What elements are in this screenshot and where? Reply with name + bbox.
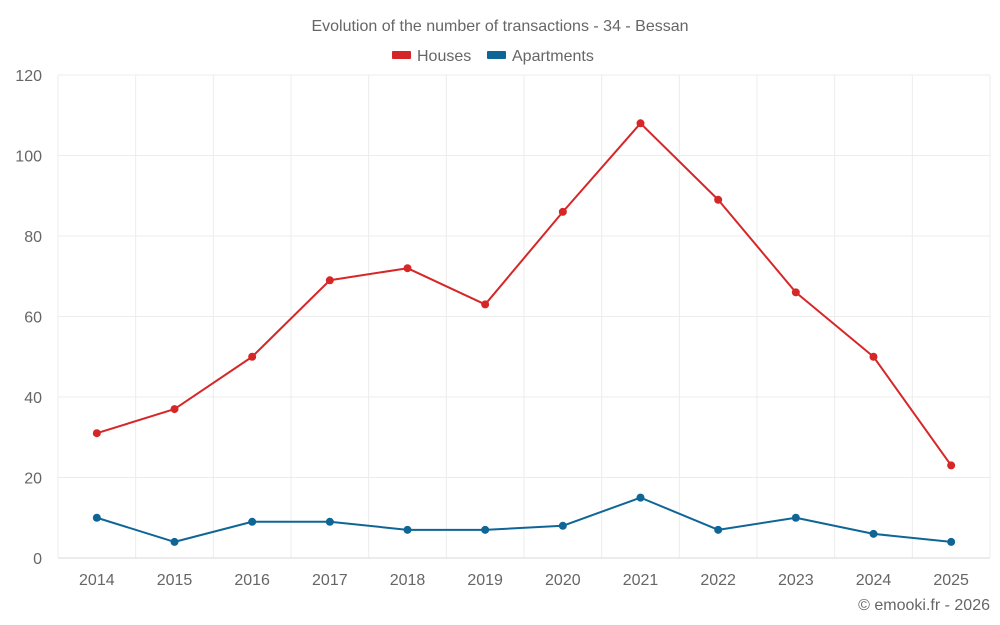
data-point-houses[interactable] [636, 119, 645, 128]
x-tick-label: 2020 [545, 572, 581, 589]
data-point-apartments[interactable] [791, 513, 800, 522]
data-point-houses[interactable] [403, 264, 412, 273]
legend-item-apartments[interactable]: Apartments [487, 48, 594, 65]
data-point-apartments[interactable] [92, 513, 101, 522]
data-point-apartments[interactable] [714, 525, 723, 534]
legend-item-houses[interactable]: Houses [392, 48, 471, 65]
y-tick-label: 100 [15, 149, 42, 166]
x-tick-label: 2016 [234, 572, 270, 589]
series-line-houses [96, 122, 952, 467]
chart-title: Evolution of the number of transactions … [311, 18, 688, 35]
y-tick-label: 80 [24, 229, 42, 246]
grid [57, 74, 991, 559]
credit-text: © emooki.fr - 2026 [858, 597, 990, 614]
data-point-apartments[interactable] [869, 529, 878, 538]
y-tick-label: 40 [24, 390, 42, 407]
series-line-apartments [96, 496, 952, 543]
data-point-houses[interactable] [248, 352, 257, 361]
data-point-apartments[interactable] [558, 521, 567, 530]
data-point-houses[interactable] [481, 300, 490, 309]
x-tick-label: 2025 [933, 572, 969, 589]
x-tick-label: 2024 [856, 572, 892, 589]
legend-label-apartments: Apartments [512, 48, 594, 65]
x-tick-label: 2019 [467, 572, 503, 589]
legend-swatch-houses [392, 51, 411, 59]
data-point-houses[interactable] [558, 207, 567, 216]
legend-swatch-apartments [487, 51, 506, 59]
legend: Houses Apartments [392, 48, 594, 65]
x-tick-label: 2018 [390, 572, 426, 589]
data-point-houses[interactable] [869, 352, 878, 361]
data-point-houses[interactable] [791, 288, 800, 297]
y-tick-label: 0 [33, 551, 42, 568]
x-tick-label: 2014 [79, 572, 115, 589]
data-point-apartments[interactable] [481, 525, 490, 534]
data-point-apartments[interactable] [170, 537, 179, 546]
data-point-apartments[interactable] [248, 517, 257, 526]
data-point-houses[interactable] [170, 405, 179, 414]
x-tick-label: 2022 [700, 572, 736, 589]
x-tick-label: 2023 [778, 572, 814, 589]
x-tick-label: 2021 [623, 572, 659, 589]
x-axis: 2014 2015 2016 2017 2018 2019 2020 2021 2022 2023… [79, 572, 969, 589]
y-tick-label: 120 [15, 68, 42, 85]
data-point-houses[interactable] [947, 461, 956, 470]
data-point-houses[interactable] [325, 276, 334, 285]
data-point-apartments[interactable] [947, 537, 956, 546]
series [92, 119, 956, 546]
x-tick-label: 2015 [157, 572, 193, 589]
y-tick-label: 60 [24, 310, 42, 327]
data-point-apartments[interactable] [403, 525, 412, 534]
data-point-apartments[interactable] [325, 517, 334, 526]
y-axis: 0 20 40 60 80 100 120 [15, 68, 42, 568]
y-tick-label: 20 [24, 471, 42, 488]
data-point-houses[interactable] [92, 429, 101, 438]
legend-label-houses: Houses [417, 48, 471, 65]
data-point-houses[interactable] [714, 195, 723, 204]
x-tick-label: 2017 [312, 572, 348, 589]
data-point-apartments[interactable] [636, 493, 645, 502]
